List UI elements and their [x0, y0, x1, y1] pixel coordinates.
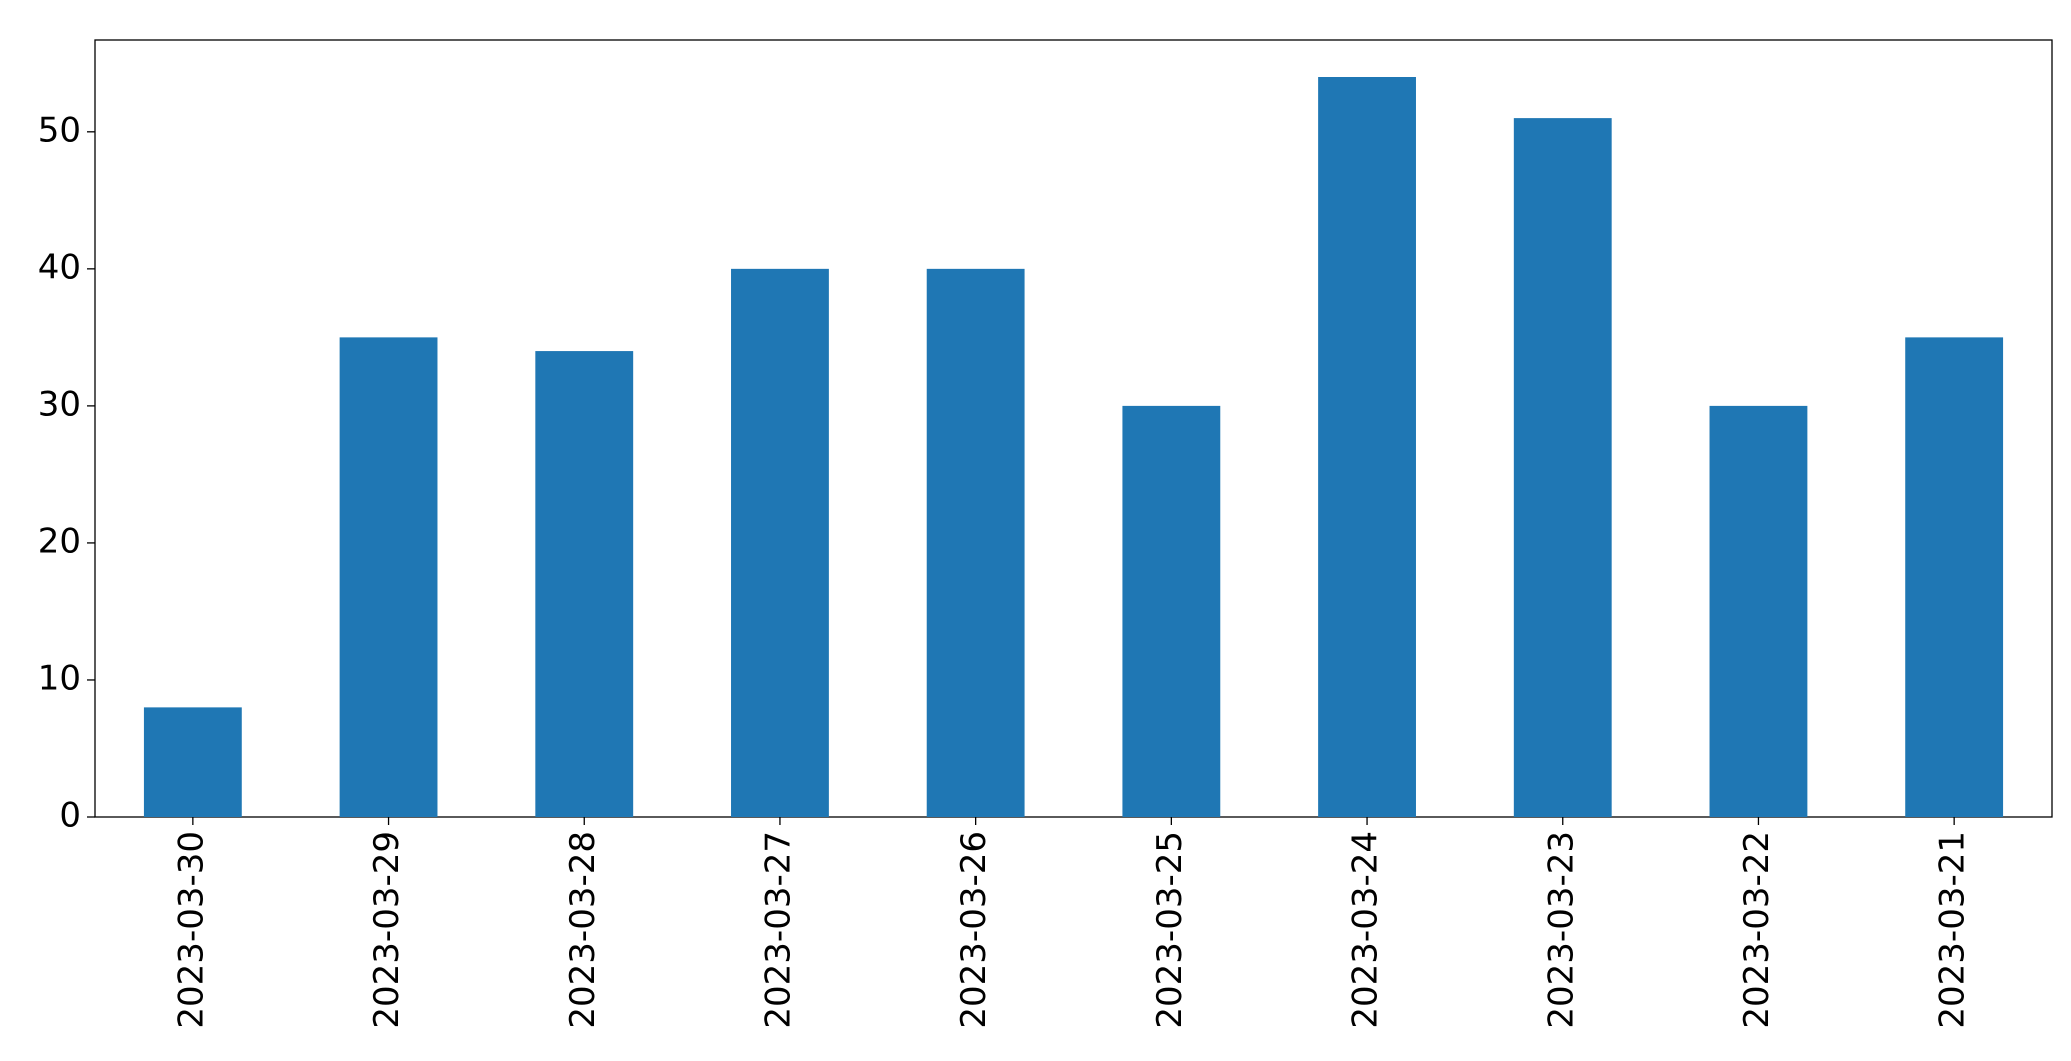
- x-tick-label: 2023-03-25: [1150, 831, 1190, 1029]
- y-tick-label: 0: [59, 796, 81, 836]
- y-tick-label: 30: [38, 384, 81, 424]
- bar: [535, 351, 634, 817]
- x-tick-label: 2023-03-29: [367, 831, 407, 1029]
- bar: [1318, 77, 1416, 817]
- x-tick-label: 2023-03-27: [758, 831, 798, 1029]
- x-tick-label: 2023-03-24: [1346, 831, 1386, 1029]
- y-tick-label: 50: [38, 110, 81, 150]
- bar: [1905, 337, 2004, 817]
- bar: [1122, 405, 1221, 817]
- plot-frame: [94, 39, 2053, 818]
- y-tick-label: 10: [38, 658, 81, 698]
- x-tick-label: 2023-03-28: [563, 831, 603, 1029]
- x-tick-label: 2023-03-23: [1541, 831, 1581, 1029]
- x-tick-label: 2023-03-30: [171, 831, 211, 1029]
- x-tick-label: 2023-03-21: [1933, 831, 1973, 1029]
- bar: [143, 707, 242, 817]
- bar: [731, 268, 829, 818]
- y-tick-label: 20: [38, 521, 81, 561]
- bar: [926, 268, 1025, 818]
- y-tick-label: 40: [38, 247, 81, 287]
- bar: [1513, 118, 1612, 818]
- x-tick-label: 2023-03-26: [954, 831, 994, 1029]
- x-tick-label: 2023-03-22: [1737, 831, 1777, 1029]
- bar: [1709, 405, 1808, 817]
- bar: [339, 337, 438, 817]
